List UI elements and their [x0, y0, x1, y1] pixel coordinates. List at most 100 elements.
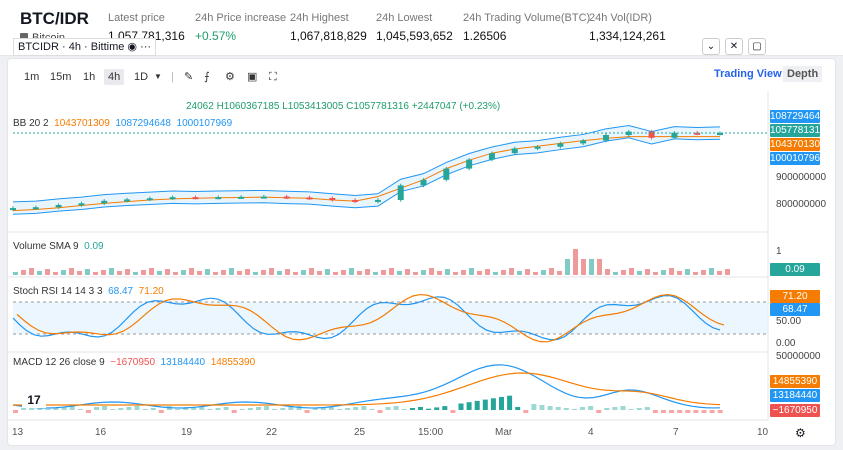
volume-bar: [629, 268, 634, 275]
volume-bar: [725, 269, 730, 275]
indicator-icon[interactable]: ⨍: [204, 71, 210, 83]
settings-icon[interactable]: ⚙: [225, 71, 235, 83]
price-tag-mid: 1043701309: [770, 138, 826, 151]
volume-bar: [301, 270, 306, 275]
volume-bar: [533, 272, 538, 275]
macd-hist-bar: [77, 409, 83, 410]
volume-bar: [477, 271, 482, 275]
volume-bar: [213, 272, 218, 275]
macd-hist-bar: [393, 406, 399, 410]
candle: [557, 143, 564, 147]
volume-bar: [53, 272, 58, 275]
x-tick: 22: [266, 427, 278, 438]
volume-bar: [453, 272, 458, 275]
tf-4h[interactable]: 4h: [104, 69, 125, 85]
stoch-k-line: [12, 295, 721, 341]
volume-bar: [173, 272, 178, 275]
macd-hist-bar: [312, 408, 318, 410]
macd-hist-bar: [264, 406, 270, 410]
eye-icon[interactable]: ◉: [127, 41, 138, 53]
save-icon[interactable]: ▣: [247, 71, 258, 83]
volume-bar: [677, 271, 682, 275]
volume-bar: [373, 272, 378, 275]
tf-1m[interactable]: 1m: [24, 71, 40, 83]
macd-signal-line: [13, 372, 721, 406]
price-tick: 800000000: [776, 199, 827, 210]
macd-hist-bar: [158, 410, 164, 413]
macd-hist-bar: [596, 410, 602, 413]
bb-mid-line: [12, 136, 720, 212]
stat-change: 24h Price increase +0.57%: [195, 12, 287, 43]
volume-bar: [445, 269, 450, 275]
depth-button[interactable]: Depth: [783, 66, 823, 82]
draw-icon[interactable]: ✎: [184, 71, 194, 83]
macd-hist-bar: [620, 406, 626, 410]
candle: [602, 135, 609, 141]
more-icon[interactable]: ···: [140, 41, 152, 53]
volume-bar: [277, 271, 282, 275]
x-tick: 19: [181, 427, 193, 438]
volume-bar: [141, 270, 146, 275]
macd-hist-bar: [175, 409, 180, 410]
volume-bar: [221, 270, 226, 275]
volume-bar: [149, 268, 154, 275]
volume-bar: [341, 270, 346, 275]
volume-bar: [45, 269, 50, 275]
macd-hist-bar: [499, 397, 504, 410]
volume-bar: [637, 271, 642, 275]
macd-hist-bar: [118, 408, 124, 410]
settings-icon[interactable]: ⚙: [795, 426, 806, 440]
fullscreen-icon[interactable]: ⛶: [269, 71, 277, 83]
macd-hist-bar: [458, 403, 464, 410]
candle: [580, 140, 587, 144]
volume-bar: [429, 268, 434, 275]
volume-tick: 1: [776, 246, 782, 257]
volume-bar: [61, 270, 66, 275]
bb-fill: [13, 125, 720, 215]
price-tick: 900000000: [776, 172, 827, 183]
macd-hist-bar: [563, 408, 569, 410]
volume-bar: [413, 272, 418, 275]
candle: [534, 146, 541, 149]
macd-hist-bar: [507, 395, 513, 410]
chevron-down-icon[interactable]: ▼: [154, 72, 162, 81]
stat-volume-btc: 24h Trading Volume(BTC) 1.26506: [463, 12, 591, 43]
macd-hist-bar: [288, 407, 294, 410]
volume-bar: [165, 269, 170, 275]
tf-1d[interactable]: 1D: [134, 71, 149, 83]
macd-hist-bar: [361, 406, 367, 410]
volume-bar: [285, 269, 290, 275]
macd-hist-bar: [604, 408, 610, 410]
macd-hist-bar: [693, 410, 699, 413]
volume-bar: [437, 271, 442, 275]
macd-hist-bar: [523, 410, 529, 413]
volume-bar: [197, 271, 202, 275]
macd-hist-bar: [134, 406, 140, 410]
macd-hist-bar: [539, 405, 545, 410]
volume-bar: [557, 271, 562, 275]
maximize-icon[interactable]: ▢: [748, 38, 766, 55]
macd-hist-bar: [474, 400, 480, 410]
trading-view-button[interactable]: Trading View: [714, 68, 782, 80]
volume-bar: [597, 259, 602, 275]
volume-bar: [461, 270, 466, 275]
macd-hist-bar: [142, 409, 148, 410]
collapse-down-icon[interactable]: ⌄: [702, 38, 720, 55]
volume-bar: [261, 270, 266, 275]
price-tag-upper: 1087294648: [770, 110, 826, 123]
macd-hist-bar: [547, 406, 553, 410]
close-icon[interactable]: ✕: [725, 38, 743, 55]
macd-tag-macd: 13184440: [770, 389, 820, 402]
volume-bar: [157, 271, 162, 275]
macd-hist-bar: [677, 410, 683, 413]
candle: [397, 185, 404, 200]
macd-hist-bar: [328, 406, 334, 410]
tf-1h[interactable]: 1h: [83, 71, 96, 83]
macd-hist-bar: [701, 410, 707, 413]
tf-15m[interactable]: 15m: [50, 71, 72, 83]
macd-hist-bar: [717, 410, 723, 413]
macd-hist-bar: [231, 410, 237, 413]
macd-hist-bar: [426, 408, 432, 410]
